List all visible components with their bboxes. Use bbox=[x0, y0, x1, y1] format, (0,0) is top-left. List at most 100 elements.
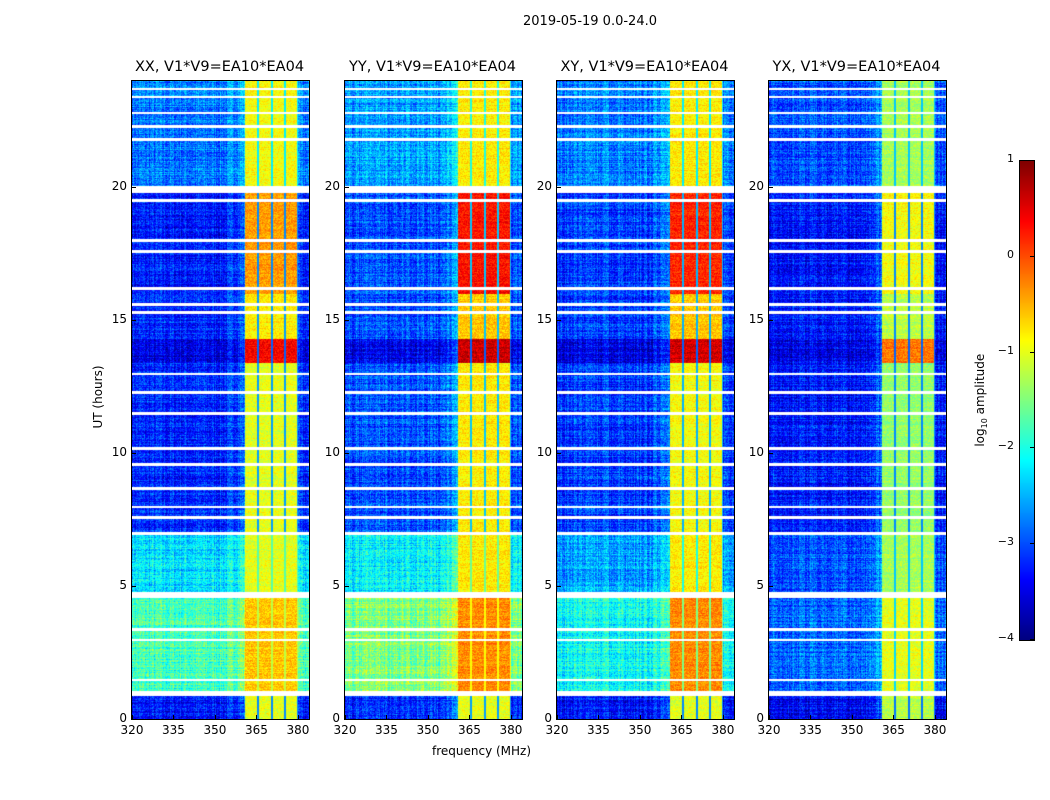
y-tick-label: 20 bbox=[748, 178, 764, 193]
colorbar-tick bbox=[1030, 639, 1034, 640]
x-tick-label: 350 bbox=[840, 723, 864, 737]
y-tick-label: 5 bbox=[544, 577, 552, 592]
y-tick-label: 0 bbox=[756, 711, 764, 725]
x-tick-label: 365 bbox=[882, 723, 905, 737]
colorbar-label: log10 amplitude bbox=[972, 353, 990, 447]
panel-title: XX, V1*V9=EA10*EA04 bbox=[134, 59, 305, 75]
y-tick-label: 5 bbox=[119, 577, 127, 592]
x-tick-label: 320 bbox=[545, 723, 569, 737]
y-tick-label: 10 bbox=[324, 444, 340, 459]
y-tick-label: 15 bbox=[324, 311, 340, 326]
heatmap-image bbox=[557, 81, 734, 719]
x-tick bbox=[722, 715, 724, 719]
y-tick bbox=[769, 585, 773, 587]
x-axis-label: frequency (MHz) bbox=[432, 744, 532, 758]
y-tick-label: 20 bbox=[324, 178, 340, 193]
x-tick bbox=[934, 715, 936, 719]
x-tick bbox=[297, 715, 299, 719]
y-tick-label: 20 bbox=[536, 178, 552, 193]
x-tick bbox=[427, 715, 429, 719]
y-tick bbox=[132, 719, 136, 720]
y-tick bbox=[132, 452, 136, 454]
x-tick bbox=[132, 715, 133, 719]
y-tick bbox=[345, 452, 349, 454]
x-tick bbox=[173, 715, 175, 719]
y-tick bbox=[557, 319, 561, 321]
x-tick bbox=[256, 715, 258, 719]
y-tick bbox=[132, 319, 136, 321]
y-tick bbox=[132, 186, 136, 188]
y-tick-label: 0 bbox=[119, 711, 127, 725]
colorbar-tick-label: −2 bbox=[997, 439, 1014, 453]
x-tick bbox=[557, 715, 558, 719]
x-tick-label: 335 bbox=[162, 723, 185, 737]
x-tick-label: 335 bbox=[799, 723, 822, 737]
x-tick-label: 350 bbox=[203, 723, 227, 737]
y-tick-label: 10 bbox=[748, 444, 764, 459]
x-tick-label: 320 bbox=[757, 723, 781, 737]
y-tick bbox=[557, 719, 561, 720]
x-tick-label: 380 bbox=[499, 723, 523, 737]
x-tick bbox=[214, 715, 216, 719]
x-tick-label: 380 bbox=[923, 723, 947, 737]
y-tick bbox=[557, 452, 561, 454]
heatmap-panel bbox=[556, 80, 735, 720]
x-tick-label: 320 bbox=[120, 723, 144, 737]
heatmap-panel bbox=[131, 80, 310, 720]
x-tick bbox=[469, 715, 471, 719]
colorbar-tick-label: 0 bbox=[1007, 247, 1014, 261]
colorbar-tick-label: −3 bbox=[997, 535, 1014, 549]
y-tick-label: 10 bbox=[536, 444, 552, 459]
x-tick bbox=[851, 715, 853, 719]
colorbar-tick bbox=[1030, 160, 1034, 161]
y-tick bbox=[557, 186, 561, 188]
y-tick-label: 20 bbox=[111, 178, 127, 193]
y-tick bbox=[345, 585, 349, 587]
y-tick-label: 15 bbox=[748, 311, 764, 326]
x-tick-label: 380 bbox=[711, 723, 735, 737]
heatmap-image bbox=[345, 81, 522, 719]
colorbar-tick bbox=[1030, 543, 1034, 545]
y-tick bbox=[557, 585, 561, 587]
heatmap-panel bbox=[344, 80, 523, 720]
colorbar-tick-label: 1 bbox=[1007, 152, 1014, 165]
heatmap-image bbox=[132, 81, 309, 719]
x-tick bbox=[681, 715, 683, 719]
y-tick-label: 5 bbox=[332, 577, 340, 592]
x-tick bbox=[386, 715, 388, 719]
panel-title: YX, V1*V9=EA10*EA04 bbox=[772, 59, 941, 75]
y-tick-label: 5 bbox=[756, 577, 764, 592]
x-tick-label: 380 bbox=[286, 723, 310, 737]
figure-title: 2019-05-19 0.0-24.0 bbox=[523, 14, 657, 29]
y-tick-label: 0 bbox=[332, 711, 340, 725]
x-tick bbox=[345, 715, 346, 719]
x-tick bbox=[810, 715, 812, 719]
x-tick-label: 350 bbox=[628, 723, 652, 737]
x-tick bbox=[639, 715, 641, 719]
colorbar-tick-label: −1 bbox=[997, 343, 1014, 357]
panel-title: XY, V1*V9=EA10*EA04 bbox=[560, 59, 729, 75]
y-tick bbox=[769, 719, 773, 720]
colorbar-tick-label: −4 bbox=[997, 631, 1014, 644]
y-tick bbox=[132, 585, 136, 587]
x-tick-label: 335 bbox=[587, 723, 610, 737]
y-tick bbox=[769, 319, 773, 321]
y-tick bbox=[345, 186, 349, 188]
x-tick bbox=[893, 715, 895, 719]
x-tick-label: 365 bbox=[458, 723, 481, 737]
x-tick-label: 365 bbox=[670, 723, 693, 737]
y-tick-label: 15 bbox=[111, 311, 127, 326]
y-tick bbox=[345, 719, 349, 720]
x-tick-label: 335 bbox=[375, 723, 398, 737]
panel-title: YY, V1*V9=EA10*EA04 bbox=[349, 59, 516, 75]
y-tick bbox=[769, 452, 773, 454]
colorbar-tick bbox=[1030, 255, 1034, 257]
x-tick bbox=[769, 715, 770, 719]
y-tick bbox=[345, 319, 349, 321]
x-tick-label: 365 bbox=[245, 723, 268, 737]
y-axis-label: UT (hours) bbox=[91, 365, 105, 429]
colorbar-tick bbox=[1030, 447, 1034, 449]
y-tick bbox=[769, 186, 773, 188]
y-tick-label: 15 bbox=[536, 311, 552, 326]
